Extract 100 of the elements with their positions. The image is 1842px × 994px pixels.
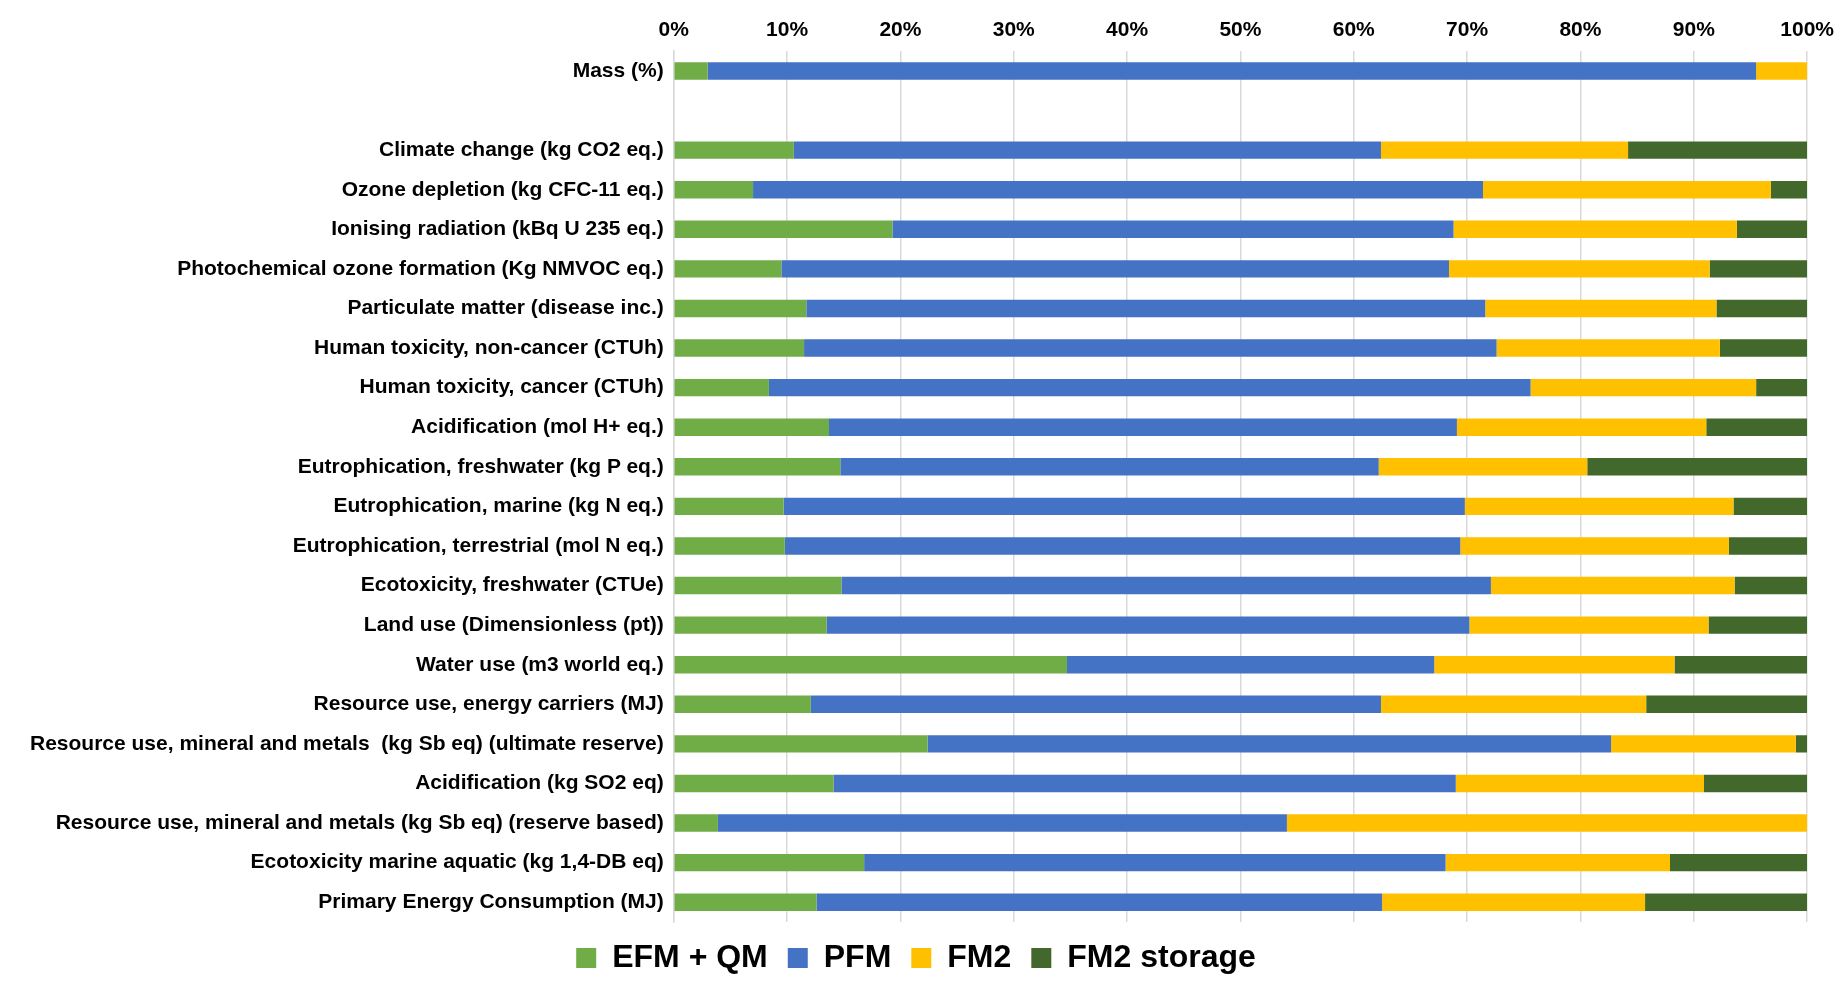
bar (793, 141, 1381, 159)
bar (1530, 378, 1757, 397)
bar (1716, 299, 1808, 318)
bar (784, 537, 1461, 555)
bar (1645, 893, 1808, 911)
bar (864, 853, 1446, 872)
bar (1464, 497, 1734, 516)
y-tick-label: Resource use, energy carriers (MJ) (313, 691, 664, 715)
bar (1795, 735, 1808, 753)
y-tick-label: Ecotoxicity, freshwater (CTUe) (360, 572, 664, 596)
bar (1380, 695, 1647, 714)
bar (1728, 537, 1808, 555)
bar (674, 220, 893, 239)
bar (674, 62, 708, 80)
bar (1628, 141, 1808, 159)
y-tick-label: Acidification (kg SO2 eq) (415, 770, 664, 794)
bar (1674, 656, 1808, 674)
x-tick-label: 0% (658, 17, 690, 41)
bar (674, 735, 928, 753)
bar (783, 497, 1465, 516)
bar (1704, 774, 1808, 793)
bar (674, 774, 834, 793)
bar (674, 378, 769, 397)
y-tick-label: Primary Energy Consumption (MJ) (318, 889, 664, 913)
bar (826, 616, 1470, 634)
bar (806, 299, 1486, 318)
bar (1719, 339, 1808, 357)
x-tick-label: 40% (1106, 17, 1149, 41)
bar (674, 418, 829, 436)
bar (1448, 260, 1710, 278)
bar (781, 260, 1449, 278)
x-tick-label: 80% (1559, 17, 1602, 41)
bar (1485, 299, 1717, 318)
y-tick-label: Human toxicity, cancer (CTUh) (359, 374, 664, 398)
bar (1456, 418, 1707, 436)
bar (1646, 695, 1808, 714)
bar (1670, 853, 1808, 872)
bar (674, 260, 782, 278)
bar (1378, 458, 1588, 476)
bar (1733, 497, 1808, 516)
x-tick-label: 70% (1446, 17, 1489, 41)
legend-label: EFM + QM (612, 937, 768, 974)
y-tick-label: Particulate matter (disease inc.) (347, 295, 664, 319)
x-tick-label: 50% (1219, 17, 1262, 41)
bar (829, 418, 1457, 436)
bar (674, 339, 805, 357)
bar (1770, 181, 1808, 199)
bar (1736, 220, 1808, 239)
bar (674, 181, 754, 199)
bar (1587, 458, 1808, 476)
x-tick-label: 30% (992, 17, 1036, 41)
y-tick-label: Eutrophication, terrestrial (mol N eq.) (292, 532, 664, 556)
bar (1490, 576, 1735, 595)
bar (1382, 893, 1646, 911)
bar (1756, 378, 1808, 397)
bar (674, 814, 718, 832)
y-tick-label: Resource use, mineral and metals (kg Sb eq) (reserve based) (55, 809, 664, 833)
bar (816, 893, 1383, 911)
y-tick-label: Eutrophication, marine (kg N eq.) (333, 493, 664, 517)
bar (674, 458, 841, 476)
bar (841, 576, 1491, 595)
bar (1496, 339, 1720, 357)
bar (810, 695, 1381, 714)
bar (707, 62, 1757, 80)
bar (1734, 576, 1808, 595)
bar (833, 774, 1456, 793)
bar (753, 181, 1483, 199)
y-tick-label: Human toxicity, non-cancer (CTUh) (314, 334, 664, 358)
bar (674, 299, 807, 318)
y-tick-label: Climate change (kg CO2 eq.) (378, 136, 664, 160)
bar (804, 339, 1497, 357)
bar (892, 220, 1454, 239)
legend-label: FM2 storage (1067, 937, 1256, 974)
bar (1453, 220, 1737, 239)
bar (927, 735, 1612, 753)
bar (1434, 656, 1675, 674)
x-tick-label: 20% (879, 17, 922, 41)
bar (674, 893, 817, 911)
bar (717, 814, 1287, 832)
bar (1482, 181, 1771, 199)
bar (674, 576, 842, 595)
bar (1469, 616, 1709, 634)
bar (1460, 537, 1729, 555)
bar (1611, 735, 1796, 753)
legend-label: PFM (823, 937, 892, 974)
bar (674, 497, 784, 516)
bar (768, 378, 1531, 397)
bar (674, 616, 827, 634)
bar (1756, 62, 1808, 80)
x-tick-label: 60% (1332, 17, 1376, 41)
y-tick-label: Resource use, mineral and metals (kg Sb eq) (ultimate reserve) (29, 730, 664, 754)
bar (674, 537, 785, 555)
y-tick-label: Eutrophication, freshwater (kg P eq.) (297, 453, 664, 477)
y-tick-label: Acidification (mol H+ eq.) (411, 414, 664, 438)
bar (1380, 141, 1629, 159)
bar (840, 458, 1379, 476)
y-tick-label: Ionising radiation (kBq U 235 eq.) (331, 216, 664, 240)
bar (1067, 656, 1435, 674)
bar (1708, 616, 1808, 634)
x-tick-label: 10% (766, 17, 809, 41)
